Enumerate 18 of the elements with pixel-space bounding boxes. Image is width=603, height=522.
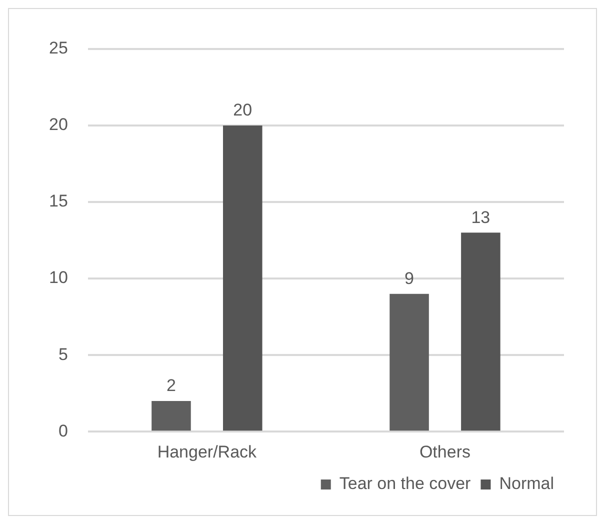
- x-tick-label: Hanger/Rack: [157, 442, 258, 462]
- x-tick-label: Others: [419, 442, 470, 462]
- legend-label: Normal: [499, 474, 554, 494]
- data-label: 20: [233, 100, 252, 120]
- data-label: 13: [471, 208, 490, 227]
- y-tick-label: 25: [48, 38, 68, 58]
- data-label: 2: [166, 376, 176, 396]
- y-tick-label: 5: [58, 344, 68, 364]
- legend-label: Tear on the cover: [339, 474, 472, 494]
- data-label: 9: [404, 269, 414, 288]
- bar: [223, 126, 262, 431]
- bar: [461, 232, 500, 431]
- y-tick-label: 0: [58, 421, 68, 440]
- y-tick-label: 20: [48, 115, 68, 134]
- y-tick-label: 15: [48, 192, 68, 211]
- y-tick-label: 10: [48, 268, 68, 288]
- bar: [152, 400, 191, 431]
- bar: [390, 294, 429, 431]
